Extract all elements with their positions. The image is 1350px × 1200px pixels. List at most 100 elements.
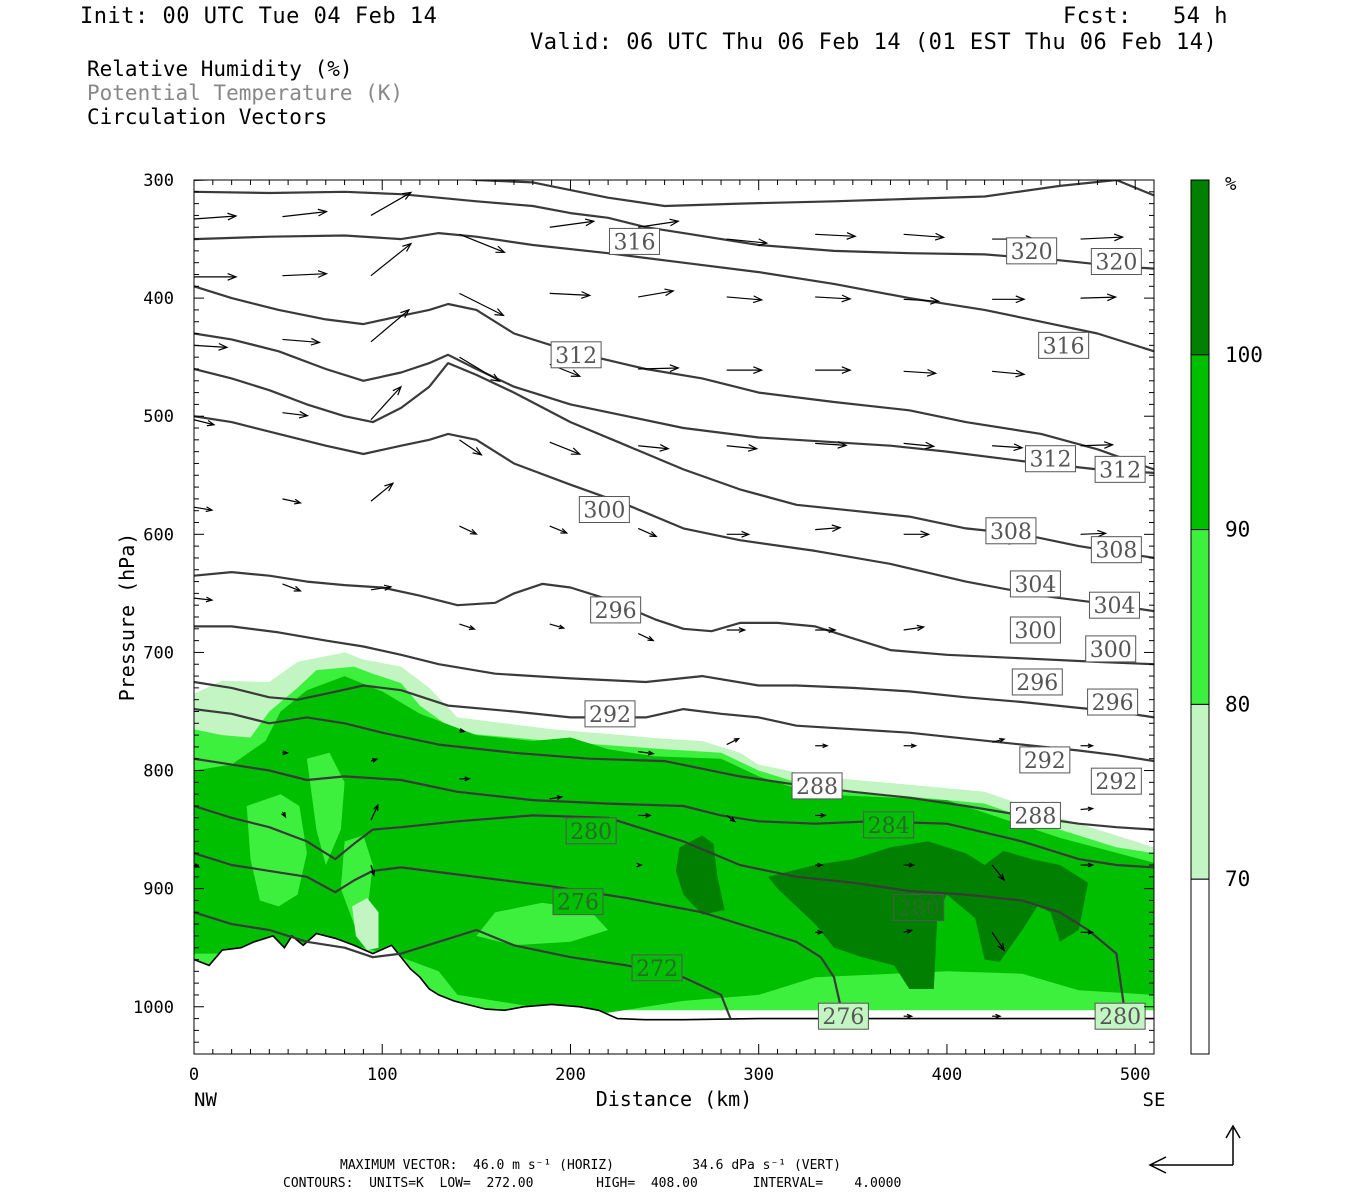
theta-contour-label: 316 xyxy=(1038,331,1090,359)
theta-contour-label: 280 xyxy=(565,817,617,845)
rh-region-80 xyxy=(306,752,345,865)
circulation-vector xyxy=(370,803,379,821)
theta-contour-label: 296 xyxy=(590,596,642,624)
theta-contour-label: 272 xyxy=(631,954,683,982)
svg-text:280: 280 xyxy=(898,897,940,922)
svg-text:300: 300 xyxy=(583,499,625,524)
theta-contour-label: 312 xyxy=(1094,455,1146,483)
circulation-vector xyxy=(903,232,946,241)
theta-contour-label: 276 xyxy=(552,888,604,916)
valid-time: Valid: 06 UTC Thu 06 Feb 14 (01 EST Thu … xyxy=(530,30,1218,55)
x-end-label-nw: NW xyxy=(194,1089,217,1111)
circulation-vector xyxy=(903,296,941,305)
circulation-vector xyxy=(459,728,466,733)
circulation-vector xyxy=(370,385,403,421)
circulation-vector xyxy=(991,737,1006,743)
circulation-vector xyxy=(459,525,478,535)
theta-contour-label: 288 xyxy=(1009,801,1061,829)
circulation-vector xyxy=(903,1013,914,1019)
svg-text:280: 280 xyxy=(570,820,612,845)
x-tick-label: 200 xyxy=(555,1065,586,1085)
theta-contour-label: 276 xyxy=(817,1002,869,1030)
circulation-vector xyxy=(1080,806,1095,812)
theta-contour-label: 300 xyxy=(578,496,630,524)
theta-contour-label: 280 xyxy=(893,894,945,922)
circulation-vector xyxy=(282,208,329,218)
circulation-vector xyxy=(815,626,837,634)
theta-contour-label: 316 xyxy=(608,227,660,255)
svg-text:288: 288 xyxy=(796,775,838,800)
theta-contour-324 xyxy=(194,190,1154,270)
reference-vector-icon xyxy=(1148,1124,1241,1174)
circulation-vector xyxy=(193,596,214,603)
circulation-vector xyxy=(281,811,287,819)
circulation-vector xyxy=(549,525,569,534)
theta-contour-label: 284 xyxy=(863,811,915,839)
circulation-vector xyxy=(1080,293,1118,302)
axes-layer: 0 100 200 300 400 500 300 400 500 600 700 800 900 100… xyxy=(115,171,1165,1111)
footer-contours: CONTOURS: UNITS=K LOW= 272.00 HIGH= 408.… xyxy=(283,1176,902,1191)
colorbar-level xyxy=(1190,179,1210,356)
circulation-vector xyxy=(815,813,827,818)
svg-text:284: 284 xyxy=(868,814,910,839)
circulation-vector xyxy=(1080,233,1125,242)
svg-text:312: 312 xyxy=(1029,448,1071,473)
circulation-vector xyxy=(637,527,658,538)
circulation-vector xyxy=(726,295,764,304)
circulation-vector xyxy=(638,364,680,373)
init-time: Init: 00 UTC Tue 04 Feb 14 xyxy=(80,4,438,29)
circulation-vector xyxy=(1080,862,1095,868)
rh-region-100 xyxy=(675,835,725,915)
variable-theta: Potential Temperature (K) xyxy=(87,81,404,105)
variable-vectors: Circulation Vectors xyxy=(87,105,328,129)
svg-text:296: 296 xyxy=(1092,691,1134,716)
theta-contour-304 xyxy=(194,415,1154,613)
svg-text:316: 316 xyxy=(1043,334,1085,359)
svg-text:308: 308 xyxy=(990,520,1032,545)
circulation-vector xyxy=(370,758,379,763)
svg-text:304: 304 xyxy=(1093,594,1135,619)
circulation-vector xyxy=(991,864,1006,882)
theta-contour-label: 292 xyxy=(584,700,636,728)
circulation-vector xyxy=(638,444,670,452)
theta-contour-label: 292 xyxy=(1090,767,1142,795)
circulation-vector xyxy=(903,530,931,539)
forecast-hour: Fcst: 54 h xyxy=(1063,4,1228,29)
terrain-line xyxy=(194,932,1154,1021)
circulation-vector xyxy=(282,337,322,346)
theta-contour-280 xyxy=(194,804,1127,1019)
circulation-vector xyxy=(193,506,214,513)
circulation-vector xyxy=(815,524,842,533)
circulation-vector xyxy=(370,482,395,502)
svg-text:312: 312 xyxy=(1099,458,1141,483)
circulation-vector xyxy=(815,440,848,449)
svg-text:308: 308 xyxy=(1095,539,1137,564)
y-axis-label: Pressure (hPa) xyxy=(115,533,139,702)
theta-contour-328 xyxy=(194,180,1154,208)
x-tick-label: 400 xyxy=(932,1065,963,1085)
svg-text:320: 320 xyxy=(1095,250,1137,275)
circulation-vector xyxy=(370,584,393,591)
svg-text:320: 320 xyxy=(1011,240,1053,265)
theta-contour-label: 288 xyxy=(791,772,843,800)
y-tick-label: 800 xyxy=(143,762,174,782)
circulation-vector xyxy=(459,776,472,782)
circulation-vector xyxy=(282,410,310,419)
y-tick-label: 300 xyxy=(143,171,174,191)
x-end-label-se: SE xyxy=(1143,1089,1166,1111)
circulation-vector xyxy=(1080,529,1108,538)
circulation-vector xyxy=(636,862,643,868)
circulation-vector xyxy=(549,441,582,455)
circulation-vector xyxy=(815,232,857,240)
y-tick-label: 700 xyxy=(143,643,174,663)
circulation-vector xyxy=(815,862,824,868)
circulation-vector xyxy=(903,624,926,632)
svg-text:296: 296 xyxy=(595,599,637,624)
circulation-vector xyxy=(903,743,918,749)
circulation-vector xyxy=(459,292,505,317)
svg-text:272: 272 xyxy=(636,957,678,982)
colorbar: % 70 80 90 100 xyxy=(1190,173,1263,1055)
theta-contour-276 xyxy=(194,852,845,1019)
x-tick-label: 300 xyxy=(743,1065,774,1085)
svg-text:300: 300 xyxy=(1014,619,1056,644)
